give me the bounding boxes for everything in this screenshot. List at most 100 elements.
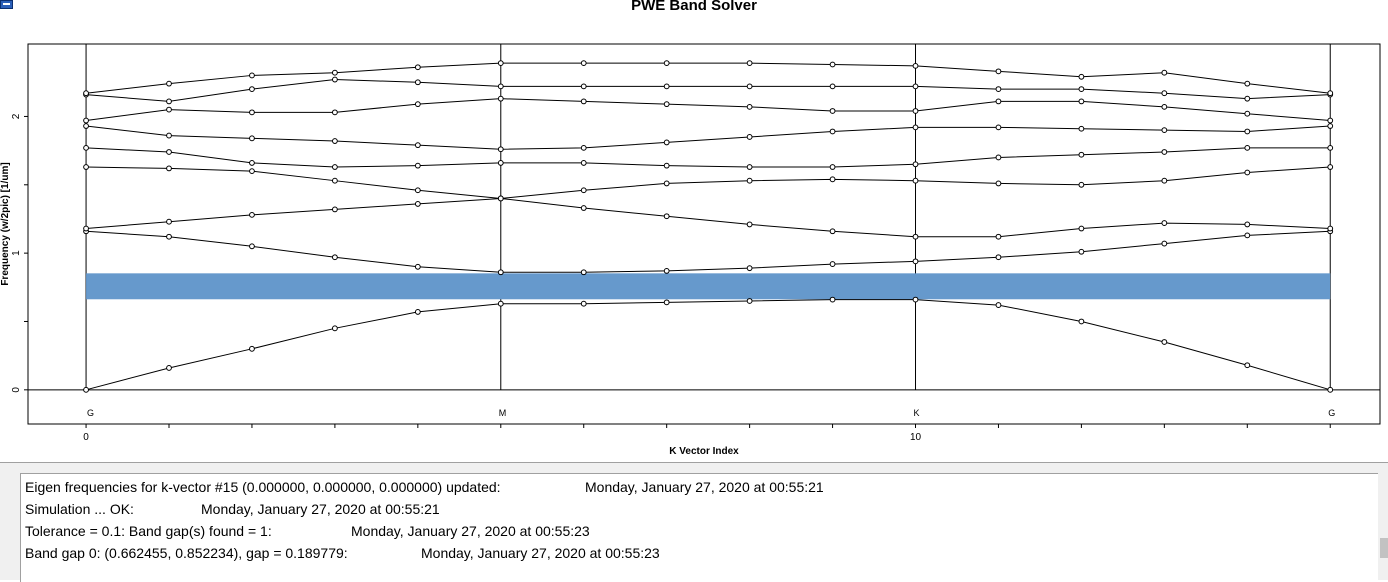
band-point — [746, 164, 753, 170]
band-line — [86, 230, 1331, 273]
band-point — [1244, 232, 1251, 239]
band-point — [83, 123, 89, 129]
band-line — [85, 98, 1331, 122]
log-message: Tolerance = 0.1: Band gap(s) found = 1: — [25, 523, 272, 539]
band-point — [1078, 151, 1085, 158]
band-point — [1327, 144, 1334, 151]
band-point — [746, 83, 753, 90]
plot-frame — [27, 43, 1381, 425]
y-tick-label: 0 — [11, 387, 22, 393]
band-point — [663, 162, 670, 169]
band-point — [83, 164, 89, 170]
band-point — [166, 218, 172, 225]
band-point — [166, 233, 172, 240]
band-point — [331, 177, 338, 184]
band-point — [497, 195, 504, 202]
band-point — [663, 268, 670, 274]
band-point — [580, 205, 587, 211]
band-point — [663, 299, 670, 306]
band-point — [331, 138, 338, 144]
band-point — [331, 206, 338, 213]
symmetry-label: G — [87, 408, 94, 418]
band-point — [580, 60, 587, 67]
band-point — [1078, 225, 1085, 232]
band-point — [166, 98, 172, 105]
band-point — [580, 98, 587, 105]
window-title: PWE Band Solver — [631, 0, 757, 14]
symmetry-label: M — [499, 408, 507, 418]
band-gap-rect — [86, 273, 1331, 300]
band-point — [1078, 73, 1085, 80]
band-point — [414, 201, 421, 207]
symmetry-label: K — [914, 408, 920, 418]
log-message: Simulation ... OK: — [25, 501, 134, 517]
band-point — [1078, 181, 1085, 188]
band-point — [746, 177, 753, 184]
band-point — [746, 134, 753, 140]
band-point — [1327, 225, 1334, 232]
log-message: Band gap 0: (0.662455, 0.852234), gap = … — [25, 545, 348, 561]
y-tick-label: 2 — [11, 113, 22, 119]
band-point — [1244, 362, 1251, 369]
band-point — [663, 139, 670, 146]
band-point — [497, 83, 504, 90]
band-point — [331, 325, 338, 332]
band-point — [912, 233, 919, 240]
band-point — [331, 254, 338, 261]
band-line — [86, 147, 1331, 168]
x-axis-label: K Vector Index — [669, 446, 739, 457]
band-point — [746, 103, 753, 110]
band-point — [1078, 318, 1085, 325]
band-point — [414, 142, 421, 149]
band-point — [249, 211, 255, 218]
band-point — [912, 161, 919, 168]
band-point — [1161, 177, 1168, 184]
band-point — [1244, 95, 1251, 102]
band-point — [497, 160, 504, 166]
band-point — [166, 80, 172, 87]
band-point — [580, 83, 587, 90]
band-point — [829, 164, 836, 170]
band-point — [912, 296, 919, 303]
band-point — [414, 64, 421, 71]
band-point — [83, 386, 89, 393]
band-point — [663, 83, 670, 90]
x-tick-label: 10 — [910, 432, 922, 443]
band-point — [829, 228, 836, 235]
band-point — [829, 83, 836, 90]
labels-layer: G M K G 0 1 2 0 10 K Vector Index Frequency (w/2pi… — [0, 113, 1335, 457]
band-point — [166, 165, 172, 172]
log-scrollbar[interactable] — [1378, 472, 1388, 580]
band-point — [912, 83, 919, 90]
band-point — [746, 298, 753, 304]
band-point — [83, 117, 89, 124]
band-point — [414, 263, 421, 270]
band-point — [1078, 125, 1085, 132]
log-timestamp: Monday, January 27, 2020 at 00:55:23 — [421, 545, 660, 561]
band-point — [1244, 144, 1251, 151]
band-point — [331, 109, 338, 116]
band-point — [249, 109, 255, 116]
band-point — [249, 168, 255, 175]
log-timestamp: Monday, January 27, 2020 at 00:55:21 — [585, 479, 824, 495]
band-point — [829, 128, 836, 135]
band-line — [86, 197, 1331, 238]
log-scrollbar-thumb[interactable] — [1380, 538, 1388, 558]
band-line — [86, 125, 1331, 150]
band-point — [746, 221, 753, 228]
band-point — [1244, 128, 1251, 135]
band-point — [166, 149, 172, 155]
band-point — [746, 60, 753, 67]
band-point — [1161, 127, 1168, 134]
band-point — [829, 176, 836, 183]
band-point — [912, 108, 919, 114]
band-point — [249, 86, 255, 93]
y-axis-label: Frequency (w/2pic) [1/um] — [0, 162, 11, 285]
band-point — [1327, 386, 1334, 393]
log-output[interactable]: Eigen frequencies for k-vector #15 (0.00… — [20, 473, 1381, 582]
band-point — [1161, 103, 1168, 110]
y-tick-label: 1 — [11, 250, 22, 256]
band-line — [86, 166, 1331, 199]
band-point — [1244, 221, 1251, 228]
band-point — [83, 90, 89, 97]
